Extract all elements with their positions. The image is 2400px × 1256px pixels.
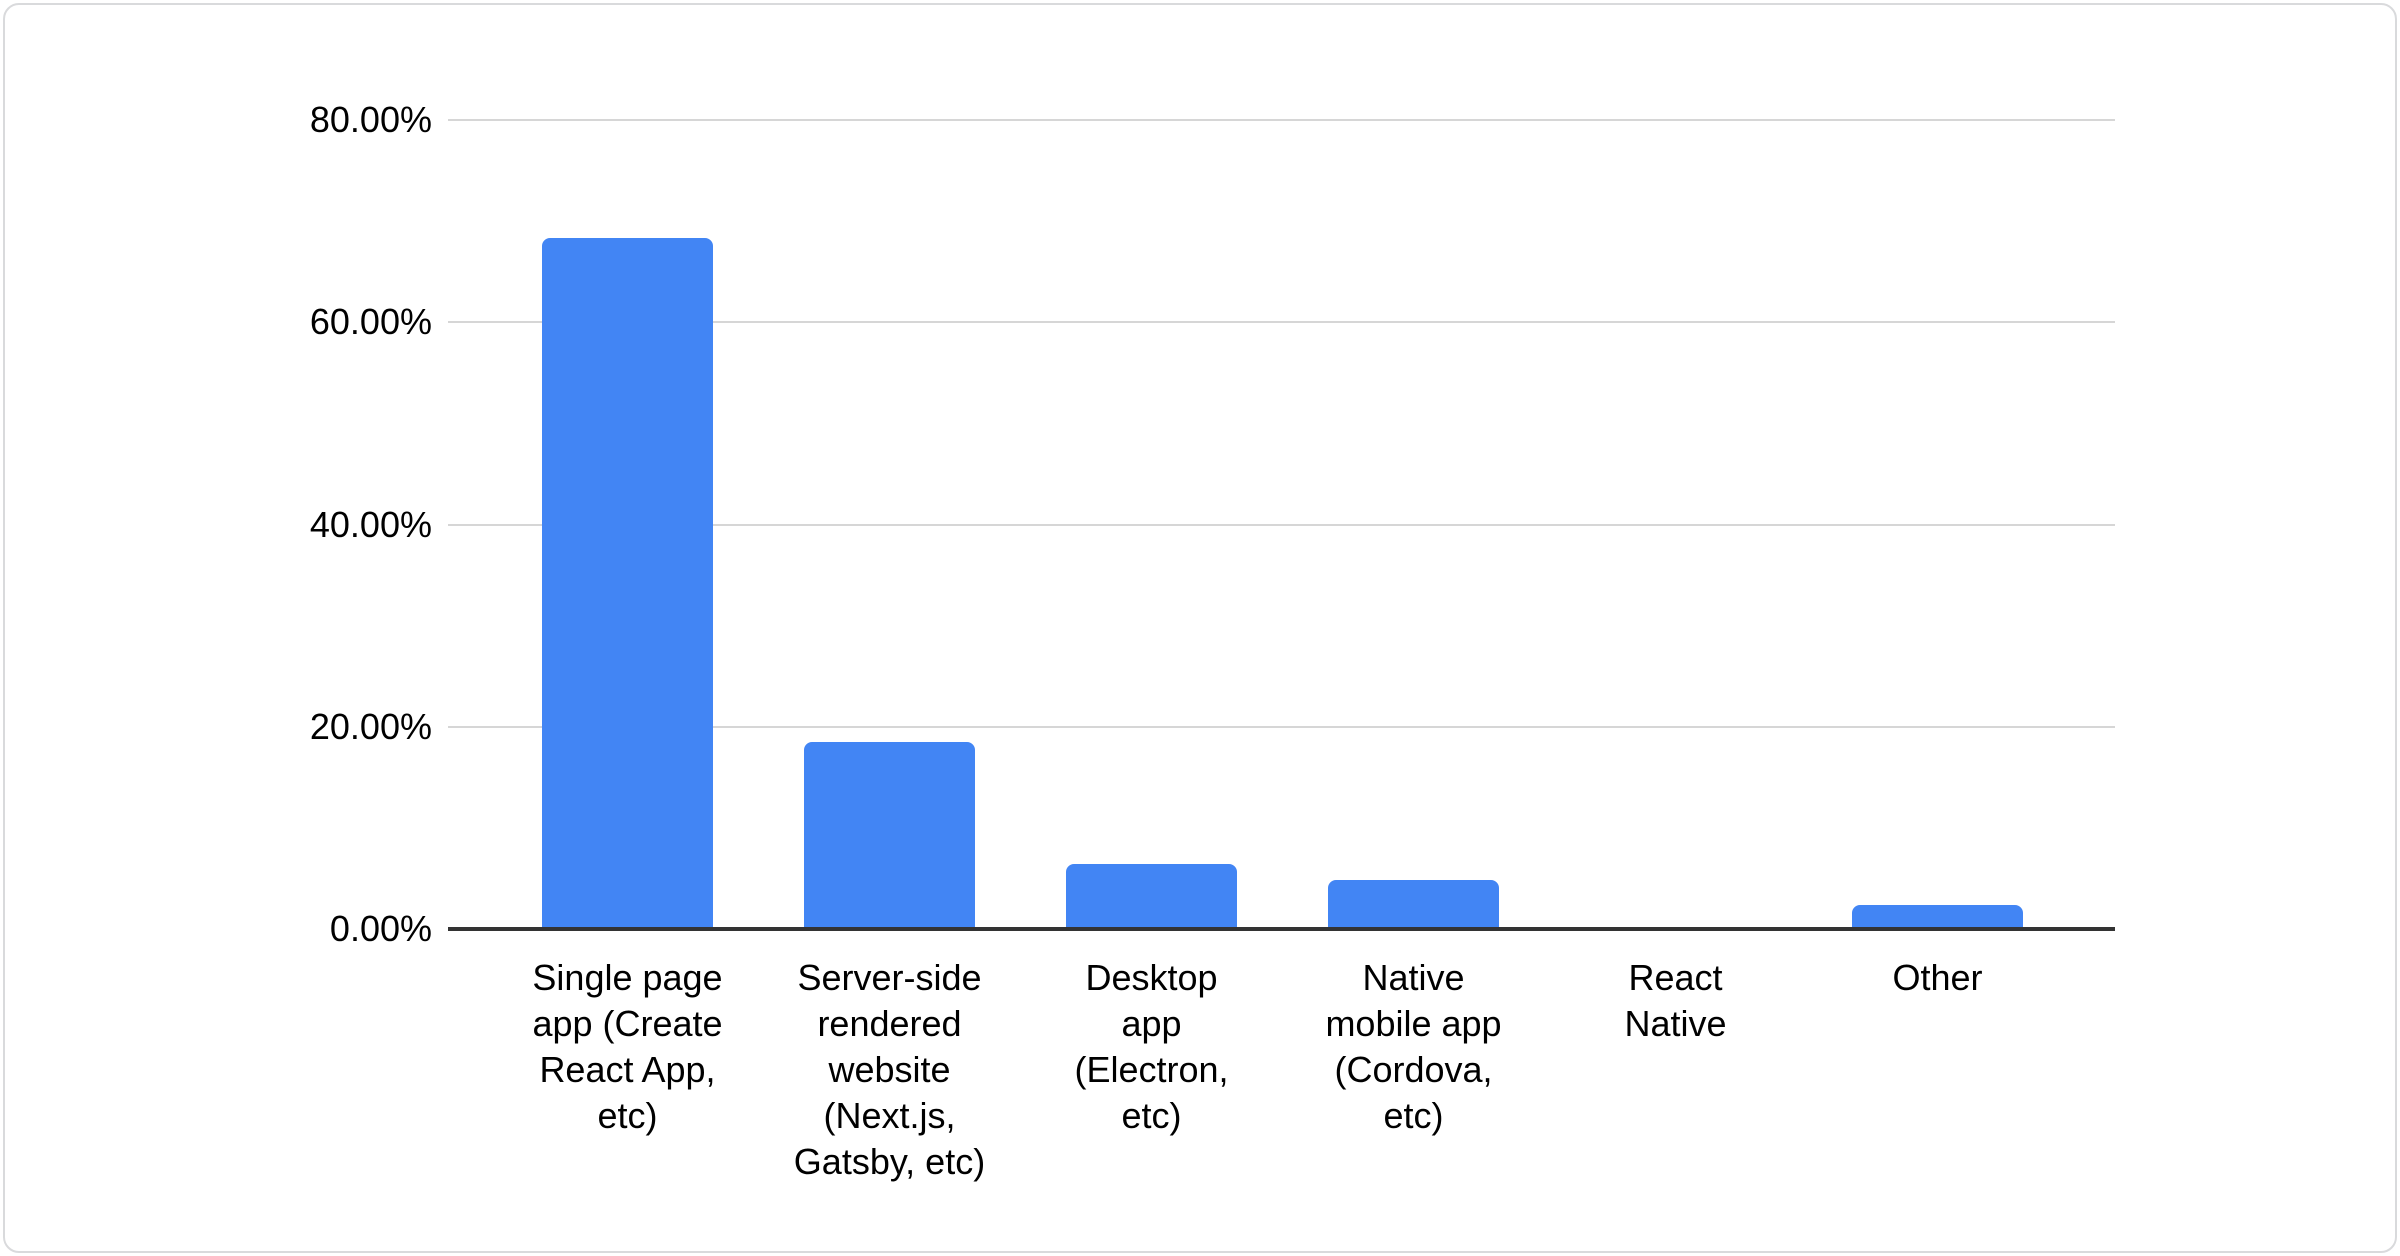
bar [542,238,713,929]
x-axis-label: Desktop app (Electron, etc) [1074,957,1229,1136]
x-axis-label: Other [1892,957,1983,998]
bar [1066,864,1237,929]
gridline [448,321,2115,324]
chart-card: 0.00% 20.00% 40.00% 60.00% 80.00% Single page… [3,3,2397,1253]
gridline [448,119,2115,121]
gridline [448,725,2115,728]
y-tick-label: 80.00% [309,99,432,140]
y-tick-label: 60.00% [309,301,432,343]
y-tick-label: 0.00% [329,908,432,949]
x-axis-line [448,927,2115,931]
y-tick-label: 40.00% [309,503,432,545]
bar [1328,880,1499,929]
x-axis-label: Single page app (Create React App, etc) [532,957,723,1136]
x-axis-label: Native mobile app (Cordova, etc) [1325,957,1502,1136]
x-axis-label: React Native [1624,957,1727,1044]
gridline [448,523,2115,526]
bar [804,741,975,929]
x-axis-label: Server-side rendered website (Next.js, G… [793,957,986,1182]
bar [1852,904,2023,929]
bar-chart: 0.00% 20.00% 40.00% 60.00% 80.00% Single page… [5,5,2395,1251]
y-tick-label: 20.00% [309,705,432,747]
